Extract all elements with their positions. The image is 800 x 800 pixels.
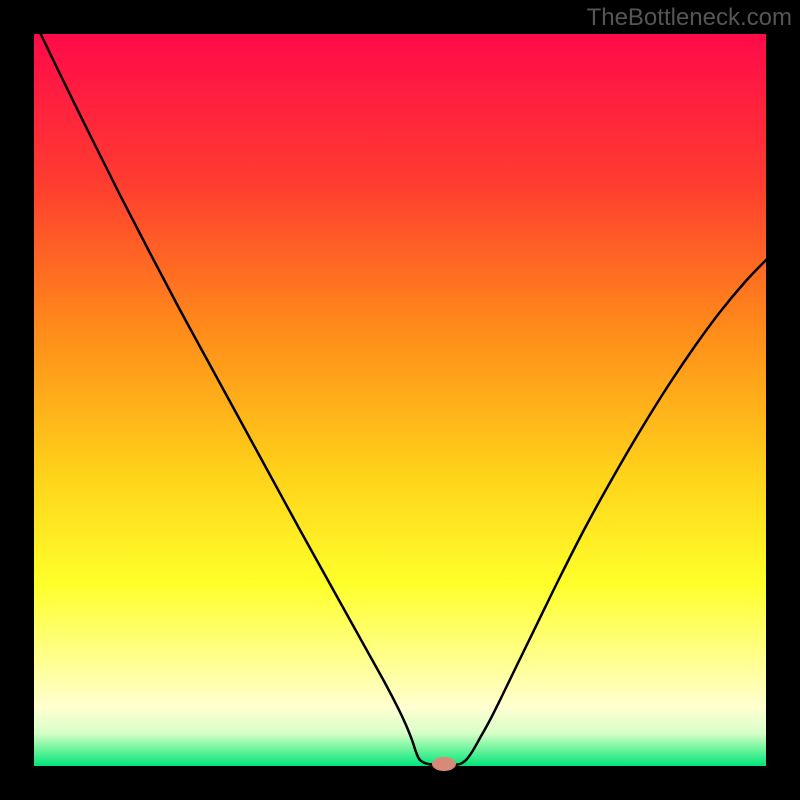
watermark-text: TheBottleneck.com xyxy=(587,4,792,32)
optimum-marker xyxy=(432,757,456,771)
chart-container: TheBottleneck.com xyxy=(0,0,800,800)
bottleneck-chart xyxy=(0,0,800,800)
plot-area xyxy=(34,34,766,766)
